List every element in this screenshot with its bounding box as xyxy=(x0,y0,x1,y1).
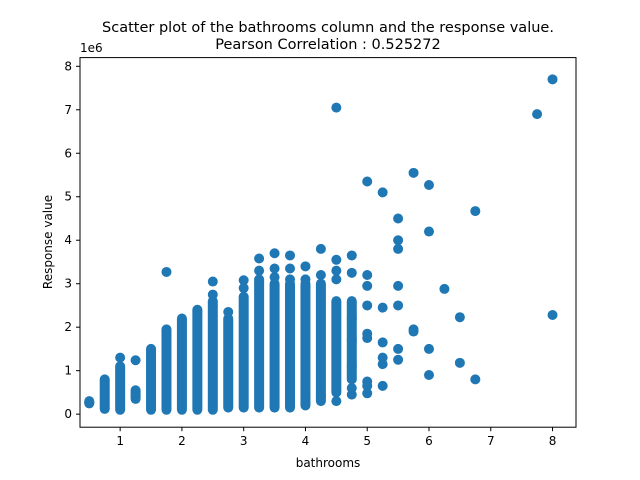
scatter-point-66 xyxy=(439,283,450,294)
scatter-point-44 xyxy=(362,380,373,391)
scatter-point-27 xyxy=(331,265,342,276)
scatter-point-67 xyxy=(454,312,465,323)
scatter-point-71 xyxy=(532,109,543,120)
scatter-point-11 xyxy=(254,253,265,264)
scatter-point-58 xyxy=(393,354,404,365)
scatter-point-28 xyxy=(331,274,342,285)
scatter-point-7 xyxy=(207,276,218,287)
scatter-point-30 xyxy=(346,250,357,261)
scatter-point-55 xyxy=(393,280,404,291)
scatter-point-38 xyxy=(362,270,373,281)
scatter-point-50 xyxy=(377,359,388,370)
y-tick-label: 7 xyxy=(64,103,72,117)
y-tick-label: 8 xyxy=(64,59,72,73)
scatter-point-57 xyxy=(393,343,404,354)
scatter-point-20 xyxy=(300,274,311,285)
scatter-point-70 xyxy=(470,374,481,385)
x-tick-label: 5 xyxy=(363,434,371,448)
scatter-point-29 xyxy=(331,396,342,407)
scatter-point-46 xyxy=(377,187,388,198)
x-axis-label: bathrooms xyxy=(296,456,361,470)
x-tick-label: 4 xyxy=(302,434,310,448)
scatter-point-48 xyxy=(377,337,388,348)
scatter-point-31 xyxy=(346,267,357,278)
scatter-point-72 xyxy=(547,74,558,85)
scatter-point-65 xyxy=(423,370,434,381)
scatter-point-15 xyxy=(269,272,280,283)
scatter-point-69 xyxy=(470,206,481,217)
scatter-point-3 xyxy=(130,355,141,366)
scatter-point-64 xyxy=(423,343,434,354)
scatter-point-4 xyxy=(161,266,172,277)
scatter-point-56 xyxy=(393,300,404,311)
x-tick-label: 7 xyxy=(487,434,495,448)
chart-title-line-1: Scatter plot of the bathrooms column and… xyxy=(102,20,554,36)
scatter-point-63 xyxy=(423,226,434,237)
scatter-point-1 xyxy=(84,396,95,407)
scatter-point-37 xyxy=(362,176,373,187)
scatter-point-6 xyxy=(207,289,218,300)
scatter-point-68 xyxy=(454,357,465,368)
scatter-point-34 xyxy=(346,361,357,372)
y-tick-label: 1 xyxy=(64,364,72,378)
scatter-point-53 xyxy=(393,235,404,246)
x-axis-ticks: 1 2 3 4 5 6 7 8 xyxy=(116,427,556,448)
scatter-point-40 xyxy=(362,300,373,311)
scatter-point-61 xyxy=(408,326,419,337)
scatter-point-5 xyxy=(192,306,203,317)
scatter-point-47 xyxy=(377,302,388,313)
y-tick-label: 6 xyxy=(64,146,72,160)
scatter-point-16 xyxy=(285,250,296,261)
scatter-point-8 xyxy=(223,306,234,317)
x-tick-label: 2 xyxy=(178,434,186,448)
scatter-point-14 xyxy=(269,263,280,274)
y-tick-label: 4 xyxy=(64,233,72,247)
scatter-point-9 xyxy=(238,283,249,294)
scatter-point-2 xyxy=(115,352,126,363)
scatter-point-10 xyxy=(238,275,249,286)
y-tick-label: 5 xyxy=(64,190,72,204)
plot-frame xyxy=(79,57,577,428)
scatter-point-21 xyxy=(300,391,311,402)
y-tick-label: 0 xyxy=(64,407,72,421)
scatter-point-39 xyxy=(362,280,373,291)
scatter-point-33 xyxy=(346,335,357,346)
scatter-point-18 xyxy=(285,274,296,285)
scatter-point-32 xyxy=(346,313,357,324)
scatter-point-45 xyxy=(362,388,373,399)
scatter-point-51 xyxy=(377,380,388,391)
x-tick-label: 6 xyxy=(425,434,433,448)
scatter-point-13 xyxy=(269,248,280,259)
scatter-point-24 xyxy=(315,391,326,402)
scatter-point-19 xyxy=(300,261,311,272)
scatter-point-52 xyxy=(393,213,404,224)
scatter-point-12 xyxy=(254,265,265,276)
scatter-point-59 xyxy=(408,167,419,178)
scatter-point-42 xyxy=(362,333,373,344)
scatter-point-62 xyxy=(423,180,434,191)
chart-title-line-2: Pearson Correlation : 0.525272 xyxy=(215,37,440,53)
y-offset-label: 1e6 xyxy=(80,41,103,55)
x-tick-label: 3 xyxy=(240,434,248,448)
x-tick-label: 8 xyxy=(549,434,557,448)
scatter-point-54 xyxy=(393,243,404,254)
scatter-point-23 xyxy=(315,270,326,281)
y-tick-label: 3 xyxy=(64,277,72,291)
scatter-point-17 xyxy=(285,263,296,274)
y-tick-label: 2 xyxy=(64,320,72,334)
scatter-point-22 xyxy=(315,243,326,254)
scatter-point-26 xyxy=(331,254,342,265)
scatter-point-25 xyxy=(331,102,342,113)
scatter-point-73 xyxy=(547,310,558,321)
y-axis-ticks: 0 1 2 3 4 5 6 7 8 xyxy=(64,59,80,421)
x-tick-label: 1 xyxy=(116,434,124,448)
points-layer xyxy=(84,74,558,415)
y-axis-label: Response value xyxy=(41,195,55,289)
scatter-point-36 xyxy=(346,389,357,400)
